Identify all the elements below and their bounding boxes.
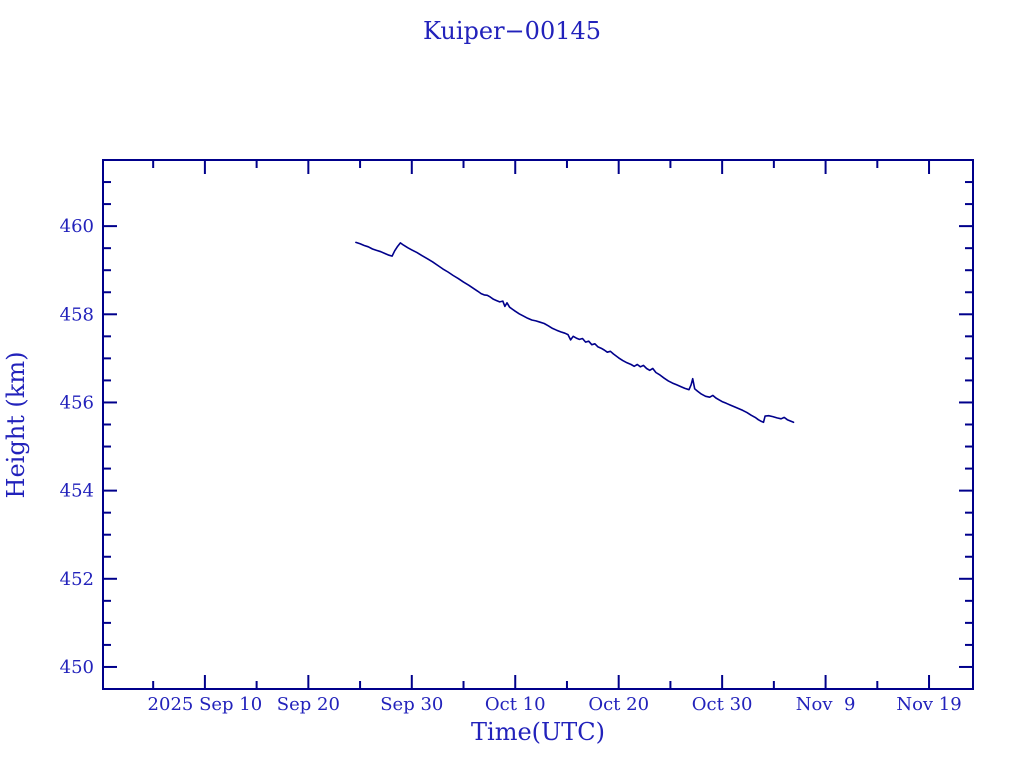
x-tick-label: Oct 10 (485, 694, 546, 715)
y-tick-label: 458 (60, 304, 94, 325)
data-series (355, 241, 795, 424)
x-tick-label: Sep 30 (380, 694, 443, 715)
x-axis-title: Time(UTC) (471, 718, 605, 746)
y-axis-title: Height (km) (2, 352, 30, 499)
axis-ticks (103, 160, 973, 689)
axis-tick-labels: 2025 Sep 10 Sep 20 Sep 30 Oct 10 Oct 20 Oct 3… (60, 216, 962, 715)
x-tick-label: 2025 Sep 10 (148, 694, 263, 715)
y-tick-label: 460 (60, 216, 94, 237)
x-tick-label: Oct 20 (588, 694, 649, 715)
x-tick-label: Oct 30 (692, 694, 753, 715)
y-tick-label: 452 (60, 569, 94, 590)
y-tick-label: 450 (60, 657, 94, 678)
x-tick-label: Nov 19 (896, 694, 961, 715)
plot-frame (102, 159, 974, 690)
chart-title: Kuiper−00145 (423, 17, 601, 45)
height-decay-line (355, 241, 795, 424)
y-tick-label: 454 (60, 481, 94, 502)
x-tick-label: Sep 20 (277, 694, 340, 715)
plot-border (102, 159, 974, 690)
y-tick-label: 456 (60, 392, 94, 413)
x-tick-label: Nov 9 (796, 694, 856, 715)
